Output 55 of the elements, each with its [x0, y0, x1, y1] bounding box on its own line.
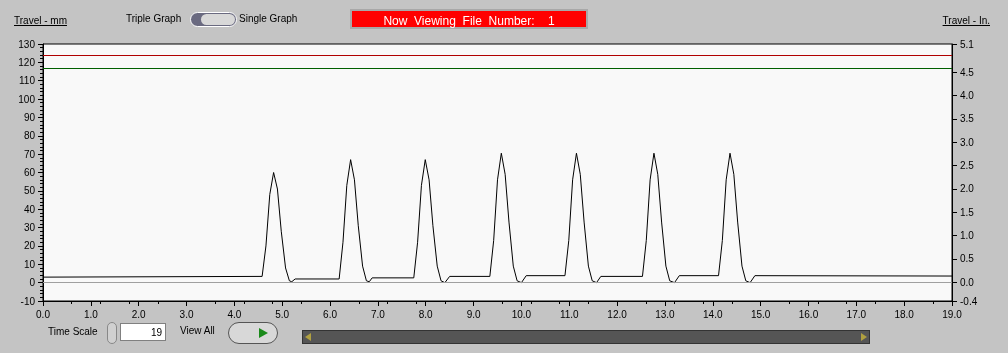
y-tick-label: 0	[29, 277, 36, 289]
y2-tick-label: 3.5	[960, 113, 975, 125]
x-tick-label: 18.0	[894, 308, 915, 320]
y2-tick-label: 4.5	[960, 66, 975, 78]
x-tick-label: 1.0	[83, 308, 99, 320]
text: Triple Graph	[126, 13, 182, 24]
y-tick-label: 50	[23, 185, 36, 197]
x-tick-label: 15.0	[750, 308, 771, 320]
text: Now Viewing File Number: 1	[350, 9, 588, 29]
text: 19	[120, 323, 166, 341]
y2-tick-label: -0.4	[960, 295, 978, 307]
x-tick-label: 4.0	[227, 308, 242, 320]
x-tick-label: 7.0	[370, 308, 386, 320]
y-tick-label: 40	[23, 203, 36, 215]
y2-tick-label: 1.0	[960, 230, 975, 242]
y-tick-label: 130	[18, 38, 36, 50]
y2-tick-label: 4.0	[960, 89, 975, 101]
y2-tick-label: 2.5	[960, 159, 975, 171]
x-tick-label: 8.0	[418, 308, 434, 320]
x-tick-label: 14.0	[703, 308, 723, 320]
y-tick-label: 70	[23, 148, 36, 160]
y2-tick-label: 5.1	[960, 38, 975, 50]
x-tick-label: 10.0	[511, 308, 532, 320]
y2-tick-label: 1.5	[960, 206, 975, 218]
y-tick-label: 10	[23, 258, 36, 270]
x-tick-label: 16.0	[798, 308, 819, 320]
y-tick-label: 110	[19, 75, 36, 87]
y2-tick-label: 3.0	[960, 136, 975, 148]
y-tick-label: 20	[23, 240, 36, 252]
x-tick-label: 9.0	[466, 308, 481, 320]
x-tick-label: 6.0	[323, 308, 338, 320]
y-tick-label: 120	[18, 56, 36, 68]
y2-tick-label: 2.0	[960, 183, 975, 195]
text: View All	[180, 325, 215, 336]
y2-axis-title: Travel - In.	[942, 15, 990, 26]
x-tick-label: 17.0	[846, 308, 867, 320]
x-tick-label: 19.0	[942, 308, 963, 320]
x-tick-label: 2.0	[131, 308, 147, 320]
y-tick-label: -10	[20, 295, 36, 307]
x-tick-label: 12.0	[607, 308, 628, 320]
y-axis-title: Travel - mm	[14, 15, 67, 26]
y-tick-label: 100	[18, 93, 36, 105]
x-tick-label: 5.0	[275, 308, 290, 320]
y2-tick-label: 0.0	[960, 276, 975, 288]
x-tick-label: 0.0	[36, 308, 51, 320]
y-tick-label: 30	[23, 222, 36, 234]
y-tick-label: 60	[23, 167, 36, 178]
text: Time Scale	[48, 326, 98, 337]
text: Single Graph	[239, 13, 298, 24]
y-tick-label: 90	[23, 111, 36, 123]
x-tick-label: 11.0	[559, 308, 580, 320]
y2-tick-label: 0.5	[960, 253, 975, 265]
x-tick-label: 3.0	[179, 308, 194, 320]
x-tick-label: 13.0	[655, 308, 676, 320]
y-tick-label: 80	[23, 130, 36, 142]
